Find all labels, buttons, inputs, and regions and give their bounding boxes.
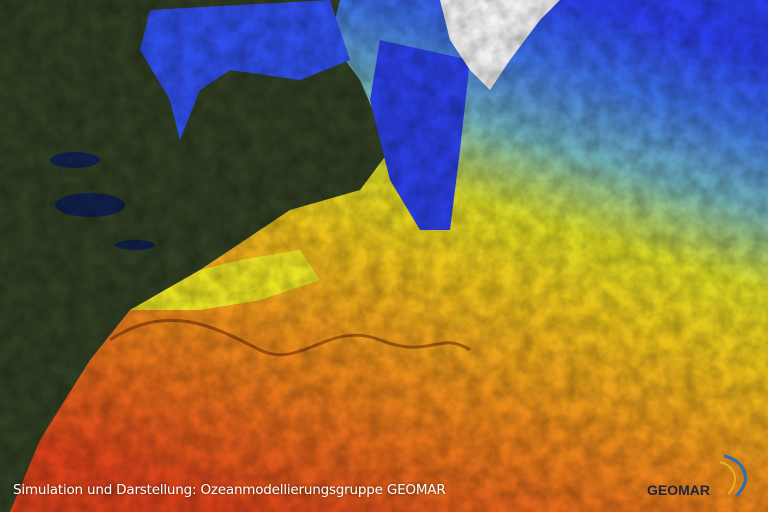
geomar-logo-text: GEOMAR — [647, 482, 710, 498]
credit-caption: Simulation und Darstellung: Ozeanmodelli… — [13, 482, 446, 498]
geomar-logo: GEOMAR — [644, 452, 754, 502]
geomar-swoosh-icon — [719, 454, 747, 498]
